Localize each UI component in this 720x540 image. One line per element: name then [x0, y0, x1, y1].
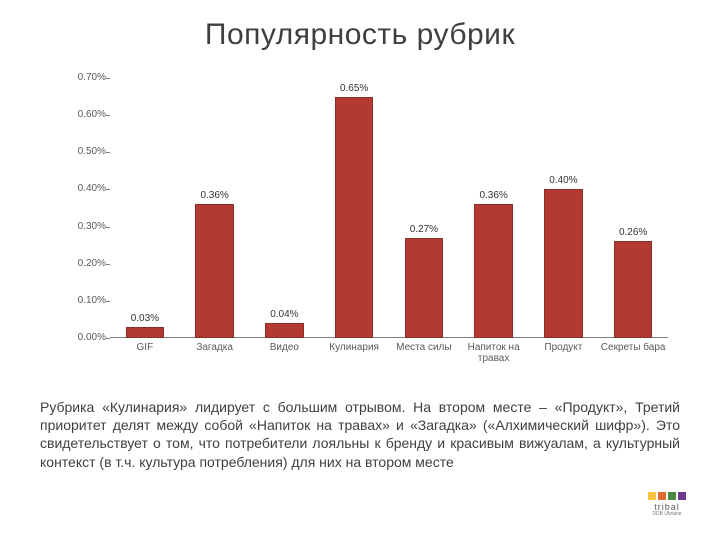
y-tick-label: 0.10%	[62, 295, 106, 306]
bar-value-label: 0.04%	[255, 309, 313, 320]
y-tick-label: 0.60%	[62, 109, 106, 120]
bar-group: 0.04%	[265, 78, 303, 338]
bar-value-label: 0.36%	[464, 190, 522, 201]
bar	[474, 204, 512, 338]
logo-sub-text: DDB Ukraine	[642, 511, 692, 517]
y-tick-label: 0.20%	[62, 258, 106, 269]
x-category-label: Продукт	[529, 342, 599, 353]
y-tick-label: 0.40%	[62, 183, 106, 194]
y-tick-mark	[106, 78, 110, 79]
y-tick-mark	[106, 301, 110, 302]
bar-group: 0.40%	[544, 78, 582, 338]
bar-chart: 0.00%0.10%0.20%0.30%0.40%0.50%0.60%0.70%…	[68, 78, 668, 378]
bar-group: 0.27%	[405, 78, 443, 338]
x-category-label: Секреты бара	[598, 342, 668, 353]
bar-value-label: 0.26%	[604, 227, 662, 238]
x-category-label: Места силы	[389, 342, 459, 353]
logo-square	[648, 492, 656, 500]
y-tick-mark	[106, 152, 110, 153]
bar-group: 0.03%	[126, 78, 164, 338]
bar	[265, 323, 303, 338]
logo-square	[668, 492, 676, 500]
logo-square	[658, 492, 666, 500]
y-tick-mark	[106, 338, 110, 339]
bar-value-label: 0.03%	[116, 313, 174, 324]
chart-baseline	[110, 337, 668, 338]
y-tick-label: 0.50%	[62, 146, 106, 157]
bar-value-label: 0.40%	[534, 175, 592, 186]
bar	[405, 238, 443, 338]
chart-plot-area: 0.00%0.10%0.20%0.30%0.40%0.50%0.60%0.70%…	[110, 78, 668, 338]
logo-square	[678, 492, 686, 500]
bar	[195, 204, 233, 338]
logo-squares	[642, 492, 692, 500]
y-tick-mark	[106, 264, 110, 265]
bar	[614, 241, 652, 338]
y-tick-mark	[106, 115, 110, 116]
x-category-label: Кулинария	[319, 342, 389, 353]
bar-value-label: 0.36%	[185, 190, 243, 201]
bar-group: 0.26%	[614, 78, 652, 338]
x-category-label: Загадка	[180, 342, 250, 353]
y-tick-label: 0.30%	[62, 221, 106, 232]
bar	[544, 189, 582, 338]
x-category-label: Напиток на травах	[459, 342, 529, 364]
x-category-label: Видео	[250, 342, 320, 353]
x-category-label: GIF	[110, 342, 180, 353]
page-title: Популярность рубрик	[0, 18, 720, 52]
bar-group: 0.36%	[195, 78, 233, 338]
y-tick-mark	[106, 189, 110, 190]
bar-group: 0.65%	[335, 78, 373, 338]
y-tick-label: 0.70%	[62, 72, 106, 83]
bar-value-label: 0.27%	[395, 224, 453, 235]
bar-value-label: 0.65%	[325, 83, 383, 94]
bar	[335, 97, 373, 338]
slide: Популярность рубрик 0.00%0.10%0.20%0.30%…	[0, 0, 720, 540]
y-tick-label: 0.00%	[62, 332, 106, 343]
bar-group: 0.36%	[474, 78, 512, 338]
brand-logo: tribal DDB Ukraine	[642, 492, 692, 528]
description-text: Рубрика «Кулинария» лидирует с большим о…	[40, 398, 680, 471]
bar	[126, 327, 164, 338]
y-tick-mark	[106, 227, 110, 228]
